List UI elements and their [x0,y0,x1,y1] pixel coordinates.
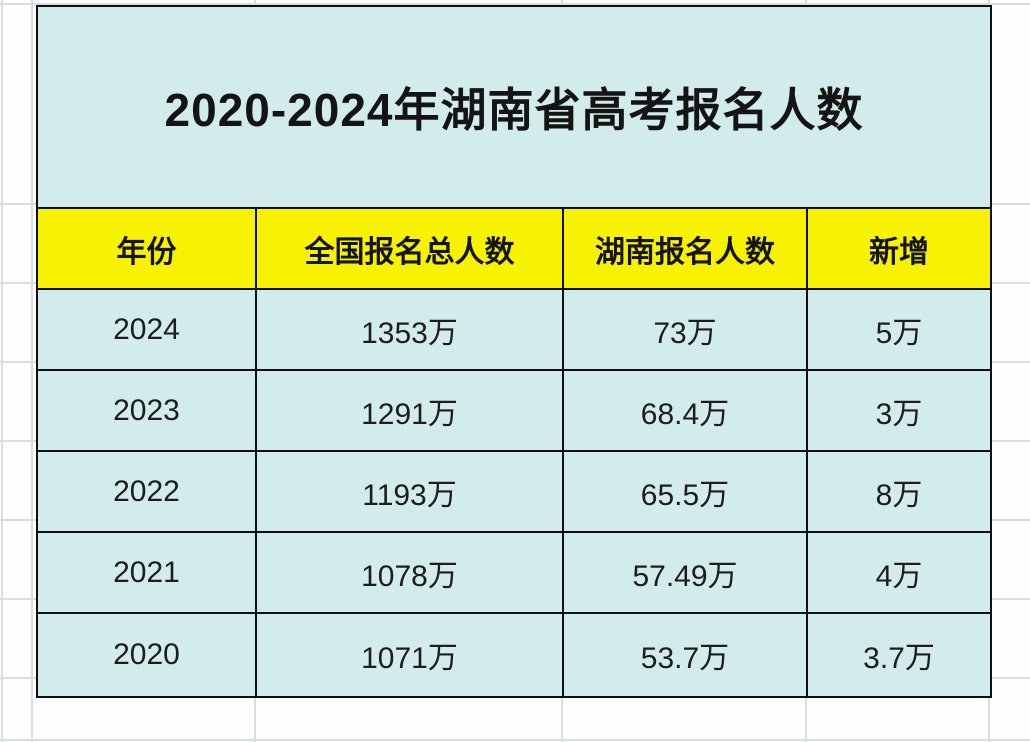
cell-hunan: 65.5万 [562,450,808,533]
cell-year: 2023 [36,369,257,452]
table-row: 2023 1291万 68.4万 3万 [36,369,993,452]
cell-year: 2024 [36,288,257,371]
title-row: 2020-2024年湖南省高考报名人数 [35,5,993,209]
cell-year: 2020 [36,612,257,698]
table-row: 2021 1078万 57.49万 4万 [36,531,993,614]
cell-year: 2021 [36,531,257,614]
table-row: 2020 1071万 53.7万 3.7万 [36,612,993,698]
cell-increase: 5万 [805,288,993,371]
cell-increase: 3万 [805,369,993,452]
gridline [1,0,3,742]
cell-national: 1353万 [255,288,564,371]
gridline [0,3,1030,5]
cell-increase: 3.7万 [805,612,993,698]
column-header-hunan: 湖南报名人数 [562,207,808,290]
cell-hunan: 53.7万 [562,612,808,698]
table-title: 2020-2024年湖南省高考报名人数 [35,5,993,209]
cell-national: 1071万 [255,612,564,698]
cell-national: 1078万 [255,531,564,614]
table-row: 2024 1353万 73万 5万 [36,288,993,371]
table-row: 2022 1193万 65.5万 8万 [36,450,993,533]
column-header-year: 年份 [36,207,257,290]
cell-national: 1193万 [255,450,564,533]
cell-increase: 8万 [805,450,993,533]
column-header-national: 全国报名总人数 [255,207,564,290]
cell-national: 1291万 [255,369,564,452]
cell-hunan: 73万 [562,288,808,371]
cell-hunan: 57.49万 [562,531,808,614]
cell-increase: 4万 [805,531,993,614]
cell-hunan: 68.4万 [562,369,808,452]
gaokao-registration-table: 2020-2024年湖南省高考报名人数 年份 全国报名总人数 湖南报名人数 新增… [35,5,993,698]
gridline [31,0,33,742]
gridline [0,739,1030,741]
header-row: 年份 全国报名总人数 湖南报名人数 新增 [36,207,993,290]
cell-year: 2022 [36,450,257,533]
column-header-increase: 新增 [805,207,993,290]
